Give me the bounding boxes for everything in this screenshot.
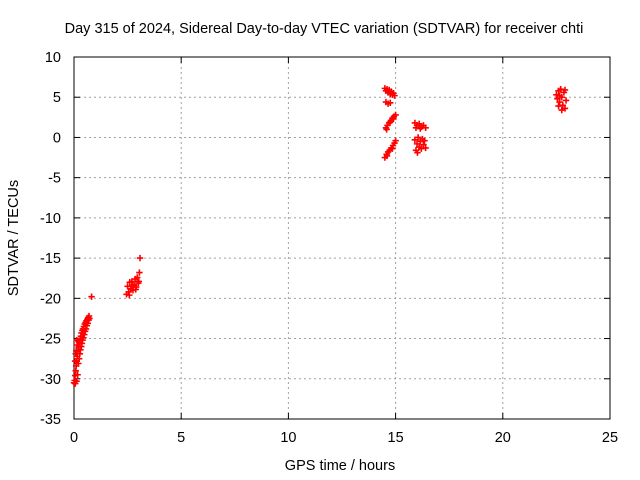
data-point <box>86 315 93 322</box>
x-tick-label: 15 <box>388 430 404 446</box>
data-point <box>84 320 91 327</box>
y-tick-label: -5 <box>48 171 61 187</box>
data-point <box>129 282 136 289</box>
data-point <box>72 350 79 358</box>
y-tick-label: -30 <box>40 372 61 388</box>
data-point <box>383 126 390 133</box>
axis-ticks <box>73 56 611 420</box>
data-point <box>126 291 133 299</box>
data-point <box>74 371 81 378</box>
data-points <box>70 85 570 387</box>
x-tick-label: 10 <box>280 430 296 446</box>
data-point <box>554 95 561 103</box>
data-point <box>559 102 567 109</box>
x-axis-tick-labels: 0 5 10 15 20 25 <box>70 430 618 446</box>
data-point <box>553 91 560 99</box>
data-point <box>414 149 421 156</box>
data-point <box>387 99 394 107</box>
data-point <box>80 334 87 341</box>
data-point <box>82 325 90 333</box>
grid <box>74 57 610 419</box>
data-point <box>73 336 80 344</box>
y-axis-tick-labels: -35 -30 -25 -20 -15 -10 -5 0 5 10 <box>40 50 61 428</box>
data-point <box>413 140 421 148</box>
data-point <box>134 274 141 281</box>
data-point <box>136 254 144 262</box>
data-point <box>414 134 422 141</box>
data-point <box>124 283 131 290</box>
x-tick-label: 0 <box>70 430 78 446</box>
y-tick-label: -25 <box>40 332 61 348</box>
y-tick-label: -35 <box>40 412 61 428</box>
data-point <box>555 102 562 110</box>
data-point <box>418 145 425 152</box>
data-point <box>75 360 82 367</box>
x-tick-label: 5 <box>177 430 185 446</box>
chart-title: Day 315 of 2024, Sidereal Day-to-day VTE… <box>65 21 584 37</box>
data-point <box>383 152 391 160</box>
data-point <box>389 145 396 152</box>
data-point <box>422 144 429 152</box>
data-point <box>420 141 427 148</box>
data-point <box>392 137 399 144</box>
data-point <box>558 106 565 114</box>
data-point <box>73 377 80 385</box>
data-point <box>386 118 394 126</box>
data-point <box>422 124 429 131</box>
y-tick-label: -20 <box>40 291 61 307</box>
data-point <box>417 125 424 132</box>
data-point <box>419 135 426 143</box>
data-point <box>556 92 563 99</box>
data-point <box>562 97 570 104</box>
y-tick-label: 10 <box>45 50 61 66</box>
data-point <box>561 105 569 112</box>
data-point <box>412 124 420 131</box>
x-tick-label: 25 <box>602 430 618 446</box>
data-point <box>561 86 569 94</box>
data-point <box>557 85 564 93</box>
data-point <box>71 357 79 365</box>
y-tick-label: -15 <box>40 251 61 267</box>
data-point <box>136 269 143 276</box>
plot-frame <box>73 56 611 420</box>
data-point <box>390 115 397 123</box>
data-point <box>415 120 423 127</box>
data-point <box>391 92 398 99</box>
y-axis-label: SDTVAR / TECUs <box>6 180 22 296</box>
data-point <box>81 331 88 338</box>
x-tick-label: 20 <box>495 430 511 446</box>
data-point <box>392 111 399 119</box>
data-point <box>411 136 419 144</box>
data-point <box>135 278 142 285</box>
y-tick-label: -10 <box>40 211 61 227</box>
data-point <box>132 286 139 293</box>
data-point <box>88 293 95 300</box>
y-tick-label: 0 <box>53 130 61 146</box>
x-axis-label: GPS time / hours <box>285 458 395 474</box>
y-tick-label: 5 <box>53 90 61 106</box>
data-point <box>556 98 563 106</box>
data-point <box>77 346 84 354</box>
